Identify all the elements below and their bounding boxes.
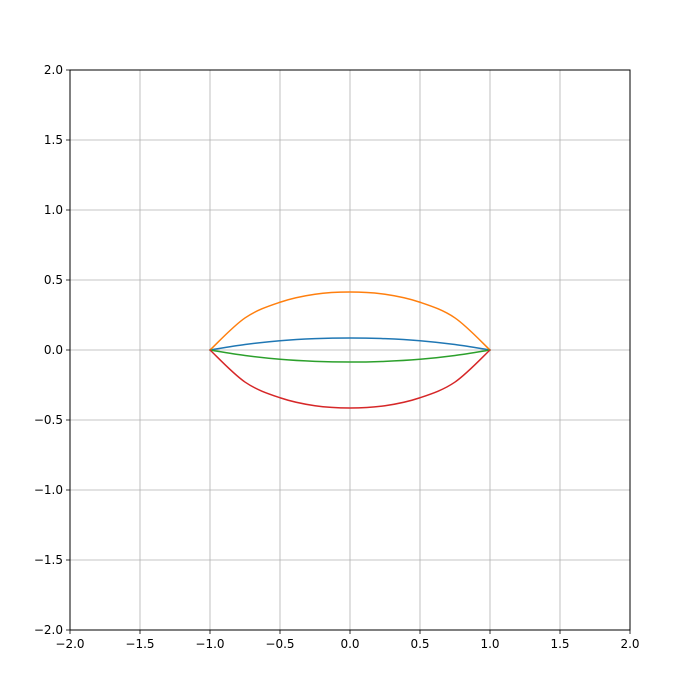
y-tick-label: −1.5: [34, 553, 63, 567]
x-tick-label: 0.0: [340, 637, 359, 651]
y-tick-label: 0.0: [44, 343, 63, 357]
y-tick-label: 0.5: [44, 273, 63, 287]
y-tick-label: 2.0: [44, 63, 63, 77]
y-tick-label: −1.0: [34, 483, 63, 497]
x-axis: −2.0 −1.5 −1.0 −0.5 0.0 0.5 1.0 1.5 2.0: [55, 630, 640, 651]
y-tick-label: −2.0: [34, 623, 63, 637]
x-tick-label: 1.0: [480, 637, 499, 651]
x-tick-label: −1.5: [125, 637, 154, 651]
x-tick-label: −2.0: [55, 637, 84, 651]
y-tick-label: 1.0: [44, 203, 63, 217]
y-tick-label: 1.5: [44, 133, 63, 147]
series-line-1: [209, 337, 491, 351]
series-line-2: [209, 291, 491, 351]
x-tick-label: −0.5: [265, 637, 294, 651]
series-layer: [209, 291, 491, 409]
x-tick-label: 0.5: [410, 637, 429, 651]
y-tick-label: −0.5: [34, 413, 63, 427]
y-axis: −2.0 −1.5 −1.0 −0.5 0.0 0.5 1.0 1.5 2.0: [34, 63, 70, 637]
x-tick-label: 1.5: [550, 637, 569, 651]
x-tick-label: 2.0: [620, 637, 639, 651]
x-tick-label: −1.0: [195, 637, 224, 651]
series-line-3: [209, 349, 491, 363]
series-line-4: [209, 349, 491, 409]
